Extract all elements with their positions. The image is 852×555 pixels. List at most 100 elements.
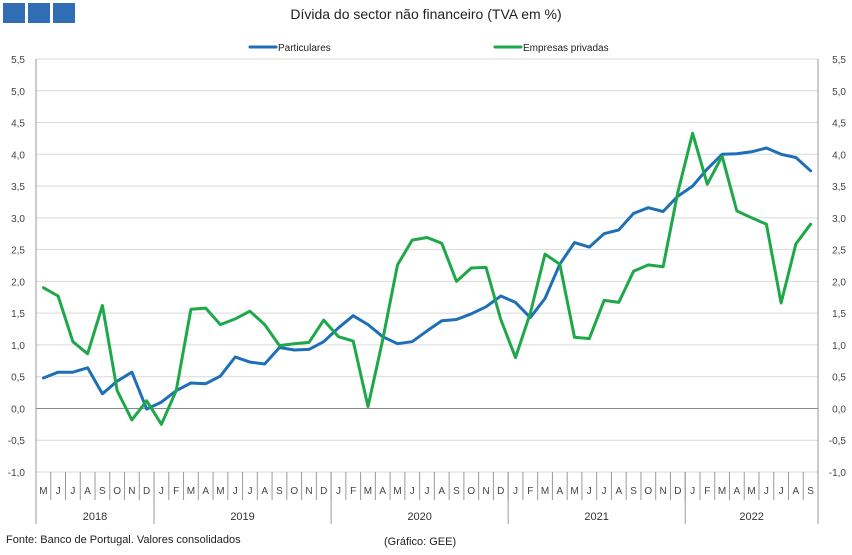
month-label: J <box>159 486 164 497</box>
y-tick-label-left: 1,0 <box>11 341 25 352</box>
month-label: D <box>320 486 327 497</box>
month-label: N <box>128 486 135 497</box>
y-tick-label-left: 3,0 <box>11 214 25 225</box>
y-tick-label-right: 2,0 <box>832 277 846 288</box>
month-label: D <box>143 486 150 497</box>
month-label: N <box>482 486 489 497</box>
y-tick-label-right: 4,5 <box>832 119 846 130</box>
series-line-particulares <box>41 146 813 411</box>
month-label: J <box>233 486 238 497</box>
y-tick-label-left: 0,0 <box>11 404 25 415</box>
month-label: F <box>527 486 533 497</box>
y-tick-label-right: 3,5 <box>832 182 846 193</box>
month-label: O <box>644 486 652 497</box>
y-tick-label-right: 5,0 <box>832 87 846 98</box>
month-label: J <box>587 486 592 497</box>
y-tick-label-right: 1,0 <box>832 341 846 352</box>
month-label: J <box>56 486 61 497</box>
y-tick-label-left: 2,5 <box>11 246 25 257</box>
month-label: S <box>453 486 460 497</box>
month-label: M <box>393 486 401 497</box>
y-tick-label-left: 0,5 <box>11 373 25 384</box>
month-label: M <box>187 486 195 497</box>
month-label: A <box>202 486 209 497</box>
legend: Particulares Empresas privadas <box>248 43 609 54</box>
y-tick-label-left: 4,0 <box>11 150 25 161</box>
chart-title: Dívida do sector não financeiro (TVA em … <box>290 6 562 22</box>
y-tick-label-right: 4,0 <box>832 150 846 161</box>
credit-note: (Gráfico: GEE) <box>384 536 457 548</box>
logo-tile-icon <box>28 3 50 23</box>
month-label: O <box>467 486 475 497</box>
month-label: J <box>70 486 75 497</box>
y-tick-label-right: 0,5 <box>832 373 846 384</box>
month-label: J <box>690 486 695 497</box>
month-label: J <box>336 486 341 497</box>
axes <box>35 59 819 472</box>
month-label: A <box>793 486 800 497</box>
year-label: 2018 <box>83 511 107 523</box>
month-label: M <box>541 486 549 497</box>
month-label: M <box>364 486 372 497</box>
month-label: M <box>216 486 224 497</box>
year-label: 2021 <box>584 511 608 523</box>
y-tick-label-right: 0,0 <box>832 404 846 415</box>
year-label: 2022 <box>739 511 763 523</box>
y-tick-label-left: 4,5 <box>11 119 25 130</box>
legend-label: Empresas privadas <box>523 43 609 54</box>
month-label: J <box>513 486 518 497</box>
month-label: M <box>570 486 578 497</box>
month-label: S <box>276 486 283 497</box>
month-label: J <box>425 486 430 497</box>
series-lines <box>41 131 813 426</box>
y-tick-label-left: 5,0 <box>11 87 25 98</box>
y-tick-label-right: 3,0 <box>832 214 846 225</box>
month-label: D <box>674 486 681 497</box>
y-tick-label-left: -0,5 <box>8 436 26 447</box>
year-label: 2019 <box>230 511 254 523</box>
logo-tile-icon <box>53 3 75 23</box>
month-label: J <box>410 486 415 497</box>
logo <box>3 3 75 23</box>
y-tick-label-left: 5,5 <box>11 55 25 66</box>
month-label: S <box>630 486 637 497</box>
year-label: 2020 <box>407 511 431 523</box>
month-label: F <box>173 486 179 497</box>
month-label: A <box>84 486 91 497</box>
month-label: N <box>659 486 666 497</box>
legend-label: Particulares <box>278 43 331 54</box>
month-label: F <box>704 486 710 497</box>
month-label: N <box>305 486 312 497</box>
month-label: A <box>379 486 386 497</box>
month-label: S <box>807 486 814 497</box>
month-label: O <box>113 486 121 497</box>
y-tick-label-right: 1,5 <box>832 309 846 320</box>
month-label: A <box>261 486 268 497</box>
month-label: J <box>779 486 784 497</box>
month-label: A <box>556 486 563 497</box>
y-tick-label-left: 2,0 <box>11 277 25 288</box>
source-note: Fonte: Banco de Portugal. Valores consol… <box>6 534 241 546</box>
month-label: M <box>747 486 755 497</box>
month-label: A <box>438 486 445 497</box>
month-label: J <box>764 486 769 497</box>
month-label: S <box>99 486 106 497</box>
month-label: O <box>290 486 298 497</box>
y-tick-label-right: 5,5 <box>832 55 846 66</box>
y-tick-label-left: -1,0 <box>8 468 26 479</box>
y-tick-label-left: 1,5 <box>11 309 25 320</box>
logo-tile-icon <box>3 3 25 23</box>
month-label: M <box>39 486 47 497</box>
series-line-empresas-privadas <box>41 131 813 426</box>
month-label: J <box>247 486 252 497</box>
y-axis-left: 5,5 5,0 4,5 4,0 3,5 3,0 2,5 2,0 1,5 1,0 0,5 0,0 -0,5… <box>8 55 26 479</box>
month-label: F <box>350 486 356 497</box>
month-label: A <box>615 486 622 497</box>
month-label: A <box>734 486 741 497</box>
month-label: D <box>497 486 504 497</box>
y-tick-label-left: 3,5 <box>11 182 25 193</box>
month-label: J <box>602 486 607 497</box>
month-label: M <box>718 486 726 497</box>
